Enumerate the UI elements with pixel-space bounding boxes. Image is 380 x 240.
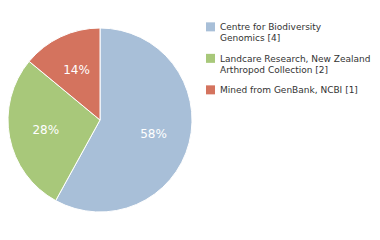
pie-slice (29, 28, 100, 120)
data-label: 28% (32, 123, 59, 137)
legend-label: Mined from GenBank, NCBI [1] (220, 85, 358, 95)
legend-swatch (206, 54, 215, 63)
legend-swatch (206, 22, 215, 31)
legend-swatch (206, 85, 215, 94)
legend-label: Landcare Research, New ZealandArthropod … (220, 54, 370, 75)
data-label: 58% (140, 127, 167, 141)
chart-svg: 58% 28% 14% Centre for BiodiversityGenomics… (0, 0, 380, 240)
chart-container: 58% 28% 14% Centre for BiodiversityGenomics… (0, 0, 380, 240)
data-label: 14% (63, 63, 90, 77)
pie (8, 28, 192, 212)
data-labels: 58% 28% 14% (32, 63, 166, 141)
legend-label: Centre for BiodiversityGenomics [4] (220, 22, 322, 43)
legend: Centre for BiodiversityGenomics [4] Landc… (206, 22, 370, 95)
